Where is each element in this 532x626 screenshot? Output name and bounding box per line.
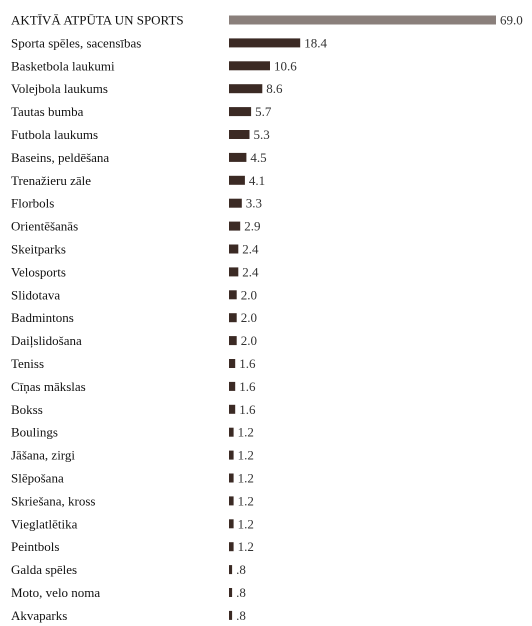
category-label: Florbols <box>11 196 54 211</box>
category-label: Orientēšanās <box>11 219 78 234</box>
bar <box>229 404 236 414</box>
category-label: Slidotava <box>11 287 60 302</box>
bar <box>229 221 241 231</box>
category-label: Basketbola laukumi <box>11 58 115 73</box>
bar <box>229 427 234 437</box>
value-label: 2.4 <box>242 242 259 257</box>
bar <box>229 519 234 529</box>
value-label: 5.7 <box>255 104 272 119</box>
value-label: 2.0 <box>241 310 257 325</box>
value-label: 1.6 <box>239 379 256 394</box>
value-label: 5.3 <box>254 127 270 142</box>
bar <box>229 313 237 323</box>
value-label: 69.0 <box>500 13 523 28</box>
category-label: Trenažieru zāle <box>11 173 91 188</box>
value-label: 18.4 <box>304 35 327 50</box>
category-label: AKTĪVĀ ATPŪTA UN SPORTS <box>11 13 184 28</box>
bar <box>229 152 247 162</box>
category-label: Teniss <box>11 356 44 371</box>
value-label: .8 <box>236 562 246 577</box>
bar <box>229 450 234 460</box>
bar <box>229 542 234 552</box>
category-label: Futbola laukums <box>11 127 98 142</box>
bar <box>229 473 234 483</box>
value-label: 1.2 <box>238 493 254 508</box>
value-label: 1.6 <box>239 402 256 417</box>
bar <box>229 610 233 620</box>
category-label: Badmintons <box>11 310 74 325</box>
category-label: Sporta spēles, sacensības <box>11 35 141 50</box>
value-label: .8 <box>236 608 246 623</box>
value-label: 2.9 <box>244 219 260 234</box>
category-label: Boulings <box>11 425 58 440</box>
category-label: Jāšana, zirgi <box>11 448 75 463</box>
value-label: .8 <box>236 585 246 600</box>
value-label: 1.2 <box>238 471 254 486</box>
value-label: 4.5 <box>250 150 266 165</box>
category-label: Galda spēles <box>11 562 77 577</box>
value-label: 4.1 <box>249 173 265 188</box>
bar <box>229 130 250 139</box>
bar <box>229 381 236 391</box>
value-label: 2.0 <box>241 333 257 348</box>
category-label: Volejbola laukums <box>11 81 108 96</box>
category-label: Daiļslidošana <box>11 333 82 348</box>
category-label: Peintbols <box>11 539 59 554</box>
bar <box>229 38 301 48</box>
value-label: 1.2 <box>238 516 254 531</box>
bar <box>229 290 237 300</box>
bar <box>229 565 233 575</box>
value-label: 3.3 <box>246 196 262 211</box>
value-label: 1.2 <box>238 448 254 463</box>
bar <box>229 244 239 254</box>
bar <box>229 496 234 506</box>
bar <box>229 267 239 277</box>
bar <box>229 359 236 368</box>
category-label: Akvaparks <box>11 608 67 623</box>
category-label: Moto, velo noma <box>11 585 100 600</box>
bar <box>229 61 270 71</box>
total-bar <box>229 15 496 25</box>
category-label: Vieglatlētika <box>11 516 78 531</box>
category-label: Baseins, peldēšana <box>11 150 109 165</box>
category-label: Bokss <box>11 402 43 417</box>
value-label: 8.6 <box>266 81 283 96</box>
bar <box>229 84 263 94</box>
value-label: 2.4 <box>242 264 259 279</box>
category-label: Slēpošana <box>11 471 64 486</box>
bar <box>229 175 245 185</box>
value-label: 1.2 <box>238 539 254 554</box>
bar <box>229 588 233 597</box>
value-label: 1.2 <box>238 425 254 440</box>
bar <box>229 198 242 208</box>
category-label: Velosports <box>11 264 66 279</box>
bar <box>229 336 237 346</box>
value-label: 10.6 <box>274 58 297 73</box>
category-label: Tautas bumba <box>11 104 84 119</box>
category-label: Skriešana, kross <box>11 493 96 508</box>
value-label: 1.6 <box>239 356 256 371</box>
value-label: 2.0 <box>241 287 257 302</box>
category-label: Skeitparks <box>11 242 66 257</box>
bar <box>229 107 252 117</box>
category-label: Cīņas mākslas <box>11 379 86 394</box>
